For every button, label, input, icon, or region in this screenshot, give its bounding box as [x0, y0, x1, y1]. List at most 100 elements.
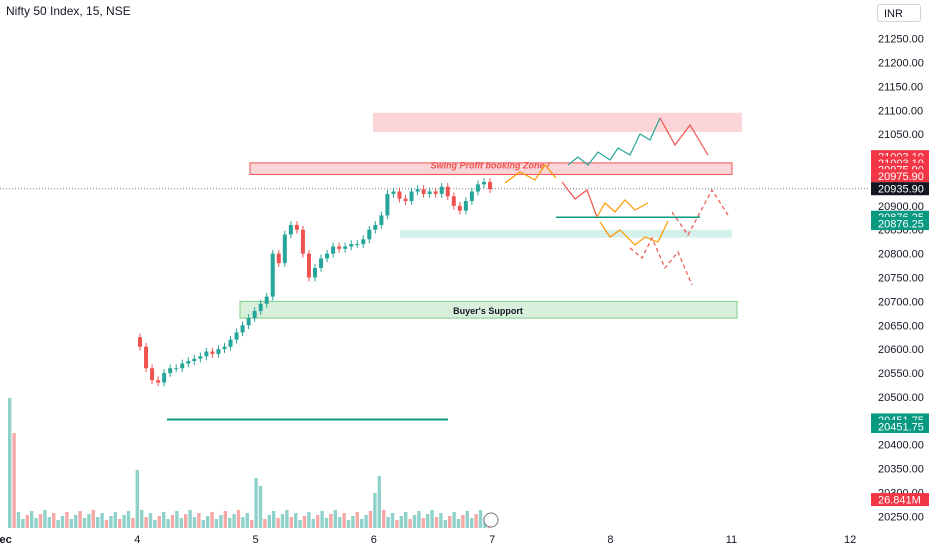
candle-body	[138, 337, 142, 347]
price-tag	[871, 420, 929, 434]
candle-body	[222, 346, 227, 350]
volume-bar	[126, 511, 131, 528]
candle-body	[162, 373, 167, 383]
volume-bar	[355, 512, 359, 528]
volume-bar	[346, 520, 351, 528]
y-tick-label: 20350.00	[878, 464, 924, 476]
candle-body	[488, 181, 492, 190]
x-tick-label: 7	[489, 534, 495, 546]
upper-resistance-zone	[373, 112, 742, 132]
volume-bar	[34, 518, 38, 528]
candle-body	[258, 303, 263, 311]
chart-title: Nifty 50 Index, 15, NSE	[6, 4, 131, 18]
candle-body	[313, 267, 317, 278]
volume-bar	[228, 518, 232, 528]
candle-body	[204, 351, 209, 357]
candle-body	[433, 191, 438, 194]
candle-body	[331, 246, 336, 254]
volume-bar	[21, 519, 25, 528]
candle-body	[349, 244, 354, 247]
volume-bar	[316, 515, 320, 528]
volume-bar	[399, 516, 403, 528]
candle-body	[409, 191, 414, 202]
projection-orange-2	[596, 199, 649, 218]
candle-body	[457, 205, 462, 211]
volume-bar	[219, 515, 223, 528]
candle-body	[234, 332, 239, 340]
volume-bar	[140, 510, 144, 528]
candle-body	[337, 246, 342, 249]
volume-bar	[210, 512, 214, 528]
volume-bar	[192, 517, 197, 528]
candle-body	[156, 380, 161, 383]
candle-body	[198, 356, 203, 359]
y-tick-label: 21100.00	[878, 105, 923, 117]
volume-bar	[170, 515, 175, 528]
x-tick-label: 6	[371, 534, 377, 546]
candle-body	[379, 215, 384, 225]
y-tick-label: 20400.00	[878, 440, 924, 452]
y-tick-label: 20250.00	[878, 511, 924, 523]
replay-icon[interactable]	[483, 512, 499, 528]
volume-bar	[56, 520, 60, 528]
candle-body	[270, 253, 275, 297]
volume-bar	[430, 510, 434, 528]
volume-bar	[47, 517, 51, 528]
demand-zone	[400, 229, 732, 238]
y-tick-label: 20650.00	[878, 320, 924, 332]
currency-selector[interactable]: INR	[877, 4, 921, 22]
volume-bar	[474, 514, 478, 528]
candle-body	[282, 234, 287, 264]
volume-bar	[91, 510, 95, 528]
candle-body	[246, 318, 251, 326]
volume-bar	[87, 514, 91, 528]
volume-bar	[245, 513, 249, 528]
volume-bar	[377, 476, 381, 528]
volume-bar	[263, 519, 267, 528]
volume-bar	[364, 515, 368, 528]
swing-profit-zone-label: Swing Profit booking Zone /	[431, 161, 551, 171]
volume-bar	[250, 520, 254, 528]
y-tick-label: 21250.00	[878, 34, 924, 46]
price-tag	[871, 169, 929, 183]
candle-body	[385, 193, 390, 216]
volume-bar	[223, 511, 227, 528]
candle-body	[355, 244, 360, 246]
volume-bar	[395, 520, 399, 528]
volume-bar	[461, 515, 465, 528]
volume-bar	[69, 519, 73, 528]
candle-body	[186, 361, 191, 364]
price-tag-label: 20975.90	[878, 171, 924, 183]
volume-bar	[320, 511, 324, 528]
volume-bar	[426, 514, 430, 528]
volume-bar	[294, 513, 298, 528]
candle-body	[451, 196, 456, 206]
candle-body	[481, 181, 486, 185]
volume-bar	[342, 513, 346, 528]
volume-bar	[232, 514, 236, 528]
volume-bar	[368, 511, 373, 528]
candle-body	[325, 253, 330, 259]
price-tag	[871, 182, 929, 196]
price-tag-label: 20935.90	[878, 184, 924, 196]
volume-bar	[267, 515, 271, 528]
candle-body	[228, 339, 233, 347]
volume-bar	[254, 478, 258, 528]
volume-bar	[184, 514, 188, 528]
projection-red-top	[659, 117, 709, 156]
volume-bar	[197, 513, 201, 528]
x-tick-label: 5	[253, 534, 259, 546]
volume-bar	[298, 520, 302, 528]
volume-bar	[104, 520, 109, 528]
volume-bar	[324, 518, 329, 528]
volume-bar	[65, 512, 69, 528]
volume-bar	[131, 518, 135, 528]
candle-body	[439, 186, 444, 194]
candle-body	[240, 325, 245, 333]
candle-body	[294, 224, 299, 230]
volume-bar	[166, 519, 170, 528]
candle-body	[463, 201, 468, 211]
volume-bar	[122, 515, 126, 528]
buyers-support-label: Buyer's Support	[453, 306, 523, 316]
